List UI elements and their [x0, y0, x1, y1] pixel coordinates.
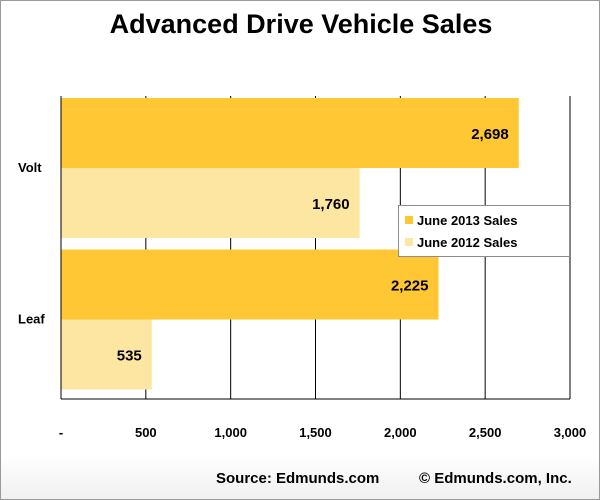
legend-swatch-2012 — [405, 238, 413, 246]
data-label: 2,698 — [471, 126, 509, 143]
bar — [61, 98, 519, 168]
legend-label-2013: June 2013 Sales — [417, 212, 518, 228]
legend-item-2013: June 2013 Sales — [405, 211, 517, 229]
x-tick-label: 3,000 — [554, 425, 587, 440]
category-label: Volt — [18, 160, 42, 175]
bar — [61, 319, 152, 390]
x-tick-label: - — [59, 425, 63, 440]
x-tick-label: 500 — [135, 425, 157, 440]
x-tick-label: 1,000 — [214, 425, 247, 440]
x-tick-label: 2,000 — [384, 425, 417, 440]
bar — [61, 249, 439, 320]
source-credit: Source: Edmunds.com — [216, 470, 380, 487]
copyright-notice: © Edmunds.com, Inc. — [419, 470, 572, 487]
legend-label-2012: June 2012 Sales — [417, 234, 518, 250]
legend: June 2013 Sales June 2012 Sales — [398, 205, 570, 257]
data-label: 2,225 — [391, 278, 429, 295]
bar — [61, 168, 360, 238]
data-label: 535 — [117, 348, 142, 365]
legend-item-2012: June 2012 Sales — [405, 233, 517, 251]
data-label: 1,760 — [312, 196, 350, 213]
x-tick-label: 1,500 — [299, 425, 332, 440]
x-tick-label: 2,500 — [469, 425, 502, 440]
footer-band — [1, 455, 599, 499]
category-label: Leaf — [18, 312, 45, 327]
chart-title: Advanced Drive Vehicle Sales — [109, 9, 493, 39]
legend-swatch-2013 — [405, 216, 413, 224]
